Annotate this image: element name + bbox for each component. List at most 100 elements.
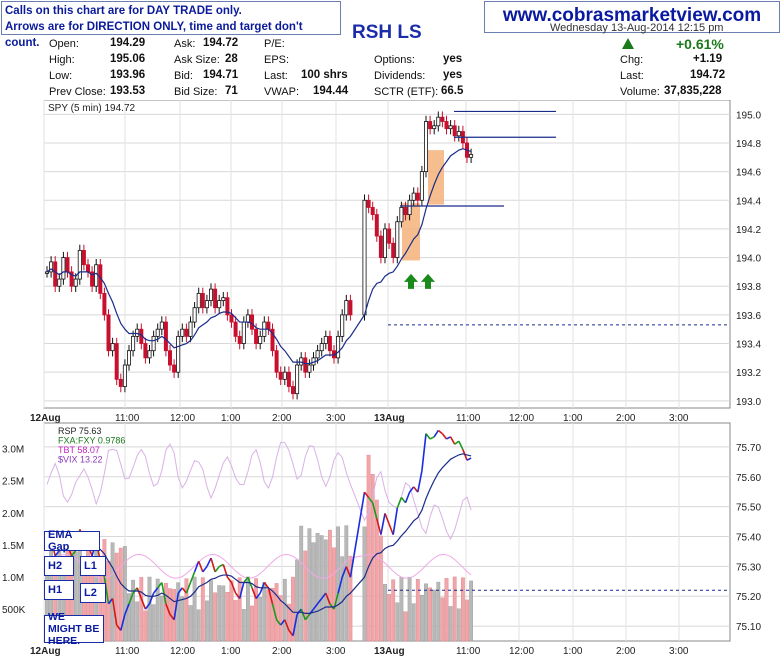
rsp-segment [349, 491, 366, 578]
rsp-segment [376, 518, 382, 535]
volume-bar [452, 576, 457, 642]
volume-bar [465, 599, 469, 642]
rsp-segment [54, 550, 60, 557]
notice-line-2: Arrows are for DIRECTION ONLY, time and … [5, 21, 303, 49]
candle-body [200, 292, 205, 309]
chg-value: +1.19 [693, 53, 723, 65]
price-candles [45, 111, 474, 400]
candle-body [77, 250, 82, 280]
rsp-segment [292, 614, 298, 636]
legend-entry: RSP 75.63 [58, 426, 101, 436]
volume-value: 37,835,228 [664, 85, 722, 97]
bid-value: 194.71 [203, 69, 239, 81]
candle-body [249, 314, 254, 330]
x-tick-label: 1:00 [563, 413, 583, 424]
volume-bar [139, 577, 144, 642]
candle-body [444, 121, 449, 130]
volume-bar [213, 592, 217, 642]
volume-bar [307, 528, 312, 642]
rsp-segment [284, 619, 290, 631]
volume-bar [344, 525, 349, 642]
rsp-segment [263, 582, 270, 589]
volume-bar [340, 556, 345, 642]
indicator-panel: 75.70 75.60 75.50 75.40 75.30 75.20 75.10 3.0M 2… [2, 422, 761, 642]
volume-bar [332, 547, 336, 642]
candle-body [307, 364, 312, 373]
x-tick-label: 1:00 [563, 646, 583, 657]
rsp-segment [325, 592, 331, 605]
candle-body [102, 292, 107, 316]
dividends-value: yes [443, 69, 463, 81]
rsp-segment [288, 629, 294, 637]
candle-body [270, 328, 275, 352]
candle-body [254, 328, 259, 344]
volume-bar [155, 578, 160, 642]
volume-bar [282, 578, 287, 642]
volume-bar [221, 585, 226, 642]
rsp-segment [429, 436, 435, 440]
candle-body [407, 199, 412, 216]
candle-body [233, 321, 238, 337]
rsp-segment [280, 619, 286, 626]
y-tick-label: 75.70 [736, 443, 761, 454]
rsp-segment [169, 613, 175, 621]
candle-body [282, 371, 287, 380]
rsp-segment [267, 587, 274, 604]
volume-tick-label: 1.0M [2, 573, 24, 584]
candle-body [167, 350, 172, 366]
volume-bar [315, 533, 320, 642]
brand-link[interactable]: www.cobrasmarketview.com [484, 1, 780, 33]
rsp-segment [226, 576, 233, 584]
candle-body [378, 235, 383, 258]
candle-body [221, 297, 226, 301]
x-tick-label: 12:00 [170, 413, 195, 424]
volume-bar [122, 546, 127, 642]
pe-label: P/E: [264, 38, 285, 50]
volume-bar [180, 596, 185, 642]
candle-body [151, 335, 156, 352]
volume-bar [395, 602, 400, 642]
volume-bar [379, 535, 383, 642]
volume-bar [278, 595, 283, 642]
candle-body [81, 250, 86, 266]
candle-body [419, 171, 424, 201]
x-tick-label: 2:00 [272, 646, 292, 657]
candle-body [217, 300, 222, 309]
volume-bar [209, 580, 213, 642]
orange-zone [402, 203, 420, 261]
volume-bar [237, 577, 242, 642]
volume-bar [217, 585, 222, 642]
x-tick-label: 11:00 [115, 413, 140, 424]
rsp-segment [384, 513, 390, 525]
x-tick-label: 12Aug [30, 646, 61, 657]
rsp-segment [181, 587, 188, 594]
candle-body [114, 343, 119, 380]
volume-bar [184, 578, 189, 642]
x-tick-label: 3:00 [326, 413, 346, 424]
candle-body [344, 300, 349, 316]
dividends-label: Dividends: [374, 70, 426, 82]
rsp-segment [316, 597, 323, 605]
candle-body [362, 199, 367, 316]
candle-body [135, 328, 140, 337]
candle-body [423, 121, 428, 173]
y-tick-label: 194.8 [736, 139, 761, 150]
y-tick-label: 75.30 [736, 562, 761, 573]
candle-body [469, 154, 474, 158]
candle-body [319, 343, 324, 352]
candle-body [176, 335, 181, 373]
volume-bar [151, 604, 156, 642]
y-tick-label: 194.2 [736, 225, 761, 236]
volume-bar [225, 592, 230, 642]
options-label: Options: [374, 54, 415, 66]
volume-bar [188, 605, 193, 642]
volume-bar [299, 525, 304, 642]
legend-entry: FXA:FXY 0.9786 [58, 436, 125, 446]
volume-bar [266, 589, 271, 642]
candle-body [387, 228, 392, 244]
sctr-label: SCTR (ETF): [374, 86, 439, 98]
volume-bar [415, 579, 420, 642]
green-up-arrow-icon [404, 273, 418, 289]
legend-entry: TBT 58.07 [58, 445, 100, 455]
